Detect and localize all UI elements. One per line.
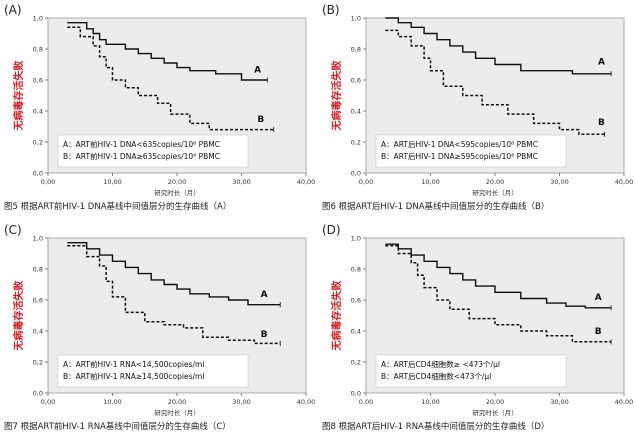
legend-entry-a: A：ART前HIV-1 DNA<635copies/10⁶ PBMC (63, 139, 220, 149)
y-tick-label: 1,0 (351, 15, 361, 23)
y-axis-label: 无病毒存活失败 (330, 281, 343, 352)
x-tick-label: 30,00 (232, 398, 251, 406)
y-axis-label: 无病毒存活失败 (12, 61, 25, 132)
y-tick-label: 0,4 (351, 108, 361, 116)
legend-entry-b: B：ART后CD4细胞数<473个/μl (381, 371, 491, 381)
curve-label-b: B (595, 327, 602, 337)
y-tick-label: 0,6 (351, 297, 361, 305)
legend-entry-b: B：ART后HIV-1 DNA≥595copies/10⁶ PBMC (381, 151, 538, 161)
y-tick-label: 0,8 (33, 266, 43, 274)
survival-curve-a (67, 22, 268, 81)
panel-b: (B) 无病毒存活失败 0,0 0,2 0,4 0,6 0,8 1,0 0,00 10,00 20,… (322, 3, 633, 212)
panel-label: (D) (322, 223, 341, 237)
legend-entry-a: A：ART后CD4细胞数≥ <473个/μl (381, 359, 500, 369)
survival-curve-a (385, 17, 612, 75)
x-axis-label: 研究时长（月） (154, 408, 200, 417)
y-tick-label: 1,0 (33, 15, 43, 23)
x-tick-label: 30,00 (232, 178, 251, 186)
legend-entry-a: A：ART后HIV-1 DNA<595copies/10⁶ PBMC (381, 139, 538, 149)
y-tick-label: 0,4 (33, 108, 43, 116)
y-tick-label: 1,0 (33, 235, 43, 243)
curve-label-a: A (595, 293, 602, 303)
y-tick-label: 0,8 (33, 46, 43, 54)
survival-curve-a (67, 242, 281, 306)
y-axis-label: 无病毒存活失败 (12, 281, 25, 352)
legend-entry-b: B：ART前HIV-1 RNA≥14,500copies/ml (63, 371, 204, 381)
figure-caption: 图6 根据ART后HIV-1 DNA基线中间值层分的生存曲线（B） (322, 201, 549, 212)
panel-label: (C) (4, 223, 22, 237)
y-tick-label: 0,2 (33, 139, 43, 147)
panel-label: (B) (322, 3, 340, 17)
survival-curve-b (385, 245, 612, 343)
x-tick-label: 40,00 (297, 178, 316, 186)
legend-box (375, 134, 567, 168)
x-tick-label: 0,00 (41, 398, 55, 406)
panel-label: (A) (4, 3, 22, 17)
panel-c: (C) 无病毒存活失败 0,0 0,2 0,4 0,6 0,8 1,0 0,00 10,00 20,… (4, 223, 315, 432)
y-tick-label: 0,0 (351, 170, 361, 178)
x-tick-label: 40,00 (615, 398, 634, 406)
y-tick-label: 0,8 (351, 46, 361, 54)
legend-box (57, 134, 249, 168)
figure-caption: 图5 根据ART前HIV-1 DNA基线中间值层分的生存曲线（A） (4, 201, 231, 212)
panel-a: (A) 无病毒存活失败 0,0 0,2 0,4 0,6 0,8 1,0 0,00 10,00 20,… (4, 3, 315, 212)
y-tick-label: 0,2 (351, 139, 361, 147)
y-tick-label: 0,6 (351, 77, 361, 85)
y-axis-label: 无病毒存活失败 (330, 61, 343, 132)
x-tick-label: 10,00 (103, 398, 122, 406)
y-tick-label: 0,0 (351, 390, 361, 398)
figure-caption: 图8 根据ART后HIV-1 RNA基线中间值层分的生存曲线（D） (322, 421, 549, 432)
x-tick-label: 20,00 (168, 398, 187, 406)
x-tick-label: 0,00 (359, 398, 373, 406)
curve-label-b: B (261, 330, 268, 340)
survival-curve-b (385, 29, 605, 136)
y-tick-label: 0,2 (351, 359, 361, 367)
legend-entry-b: B：ART前HIV-1 DNA≥635copies/10⁶ PBMC (63, 151, 220, 161)
x-tick-label: 20,00 (486, 398, 505, 406)
x-tick-label: 20,00 (486, 178, 505, 186)
x-tick-label: 10,00 (421, 178, 440, 186)
legend-box (375, 354, 567, 388)
x-tick-label: 30,00 (550, 398, 569, 406)
survival-curve-b (67, 245, 281, 345)
x-axis-label: 研究时长（月） (472, 408, 518, 417)
y-tick-label: 0,4 (351, 328, 361, 336)
y-tick-label: 0,0 (33, 390, 43, 398)
y-tick-label: 0,4 (33, 328, 43, 336)
x-tick-label: 40,00 (615, 178, 634, 186)
x-tick-label: 0,00 (41, 178, 55, 186)
legend-entry-a: A：ART前HIV-1 RNA<14,500copies/ml (63, 359, 204, 369)
x-tick-label: 40,00 (297, 398, 316, 406)
figure-caption: 图7 根据ART前HIV-1 RNA基线中间值层分的生存曲线（C） (4, 421, 231, 432)
x-axis-label: 研究时长（月） (154, 188, 200, 197)
x-tick-label: 0,00 (359, 178, 373, 186)
curve-label-a: A (598, 58, 605, 68)
x-tick-label: 30,00 (550, 178, 569, 186)
y-tick-label: 0,6 (33, 77, 43, 85)
x-tick-label: 10,00 (421, 398, 440, 406)
x-tick-label: 10,00 (103, 178, 122, 186)
y-tick-label: 0,8 (351, 266, 361, 274)
y-tick-label: 0,2 (33, 359, 43, 367)
y-tick-label: 1,0 (351, 235, 361, 243)
panel-d: (D) 无病毒存活失败 0,0 0,2 0,4 0,6 0,8 1,0 0,00 10,00 20,… (322, 223, 633, 432)
x-tick-label: 20,00 (168, 178, 187, 186)
legend-box (57, 354, 249, 388)
y-tick-label: 0,6 (33, 297, 43, 305)
x-axis-label: 研究时长（月） (472, 188, 518, 197)
curve-label-b: B (257, 115, 264, 125)
curve-label-a: A (254, 65, 261, 75)
survival-curve-a (385, 243, 612, 309)
curve-label-b: B (598, 118, 605, 128)
curve-label-a: A (261, 290, 268, 300)
y-tick-label: 0,0 (33, 170, 43, 178)
